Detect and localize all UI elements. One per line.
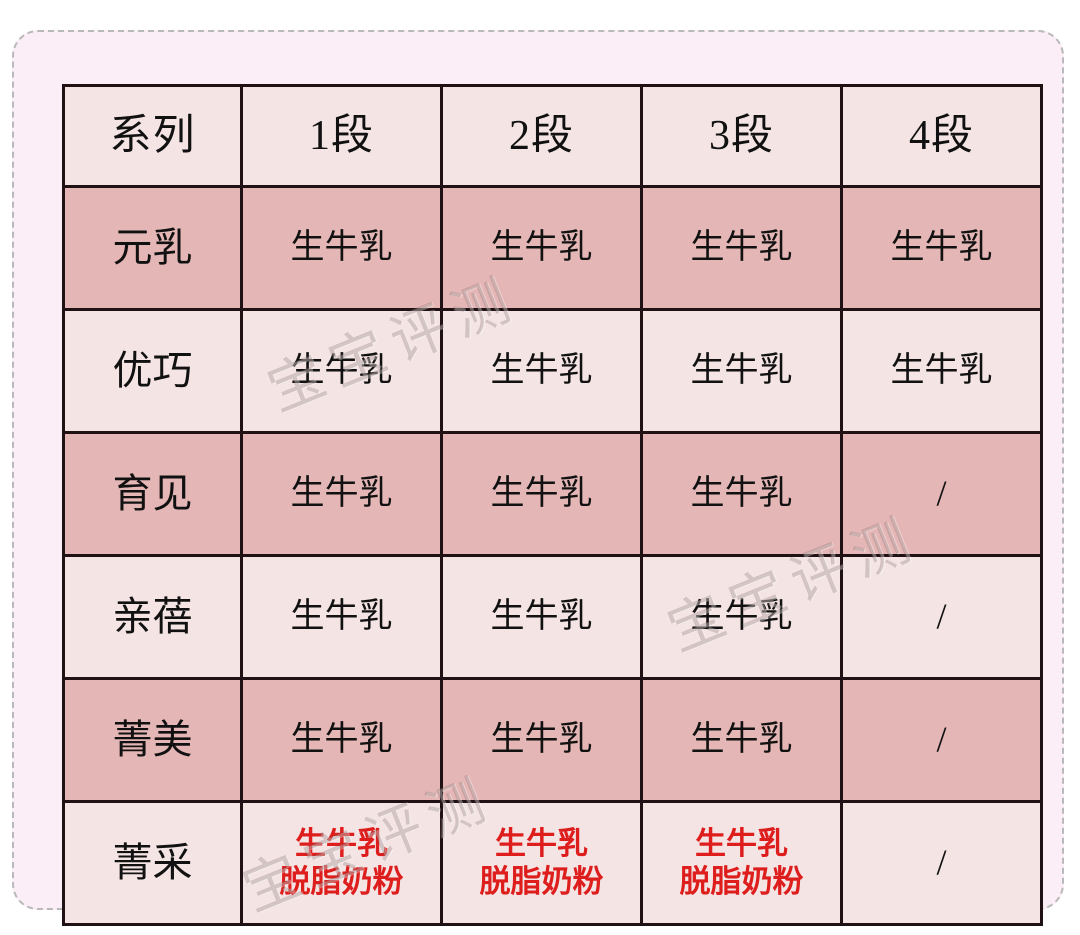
cell-stage-3: 生牛乳	[640, 677, 843, 803]
cell-value: 生牛乳	[490, 720, 593, 758]
cell-stage-4: /	[840, 800, 1043, 926]
cell-value: 生牛乳	[690, 228, 793, 266]
cell-value: 生牛乳	[490, 474, 593, 512]
column-header-stage-2: 2段	[440, 84, 643, 188]
cell-value: 生牛乳	[690, 720, 793, 758]
column-header-stage-3: 3段	[640, 84, 843, 188]
cell-stage-4: 生牛乳	[840, 308, 1043, 434]
cell-value: 生牛乳	[290, 474, 393, 512]
column-header-stage-1: 1段	[240, 84, 443, 188]
row-label-series: 育见	[62, 431, 243, 557]
cell-value: 生牛乳	[290, 720, 393, 758]
cell-stage-1: 生牛乳	[240, 431, 443, 557]
cell-stage-3: 生牛乳	[640, 185, 843, 311]
table-row: 菁美 生牛乳 生牛乳 生牛乳 /	[62, 677, 1043, 803]
column-header-series: 系列	[62, 84, 243, 188]
table-body: 系列 1段 2段 3段 4段 元乳 生牛乳 生牛乳 生牛乳 生牛乳	[62, 84, 1043, 926]
cell-stage-4: /	[840, 431, 1043, 557]
cell-value: 生牛乳	[490, 597, 593, 635]
cell-value: 生牛乳	[490, 228, 593, 266]
cell-value: /	[936, 719, 947, 760]
cell-stage-3: 生牛乳 脱脂奶粉	[640, 800, 843, 926]
cell-value: 生牛乳 脱脂奶粉	[279, 826, 404, 899]
cell-value: 生牛乳	[690, 597, 793, 635]
cell-value: 生牛乳	[890, 228, 993, 266]
cell-value: 生牛乳	[690, 351, 793, 389]
cell-stage-1: 生牛乳	[240, 185, 443, 311]
cell-value: 生牛乳	[290, 597, 393, 635]
table-row: 优巧 生牛乳 生牛乳 生牛乳 生牛乳	[62, 308, 1043, 434]
table-row: 菁采 生牛乳 脱脂奶粉 生牛乳 脱脂奶粉 生牛乳 脱脂奶粉 /	[62, 800, 1043, 926]
cell-stage-3: 生牛乳	[640, 308, 843, 434]
cell-stage-2: 生牛乳	[440, 554, 643, 680]
table-header-row: 系列 1段 2段 3段 4段	[62, 84, 1043, 188]
cell-stage-2: 生牛乳	[440, 431, 643, 557]
cell-stage-3: 生牛乳	[640, 554, 843, 680]
cell-stage-1: 生牛乳 脱脂奶粉	[240, 800, 443, 926]
cell-value: /	[936, 842, 947, 883]
table-row: 育见 生牛乳 生牛乳 生牛乳 /	[62, 431, 1043, 557]
cell-value: 生牛乳 脱脂奶粉	[679, 826, 804, 899]
cell-stage-3: 生牛乳	[640, 431, 843, 557]
content-card: 系列 1段 2段 3段 4段 元乳 生牛乳 生牛乳 生牛乳 生牛乳	[12, 30, 1064, 926]
row-label-series: 元乳	[62, 185, 243, 311]
cell-value: /	[936, 596, 947, 637]
row-label-series: 菁采	[62, 800, 243, 926]
table-row: 亲蓓 生牛乳 生牛乳 生牛乳 /	[62, 554, 1043, 680]
ingredient-spec-table: 系列 1段 2段 3段 4段 元乳 生牛乳 生牛乳 生牛乳 生牛乳	[62, 84, 1043, 926]
cell-value: 生牛乳 脱脂奶粉	[479, 826, 604, 899]
cell-stage-2: 生牛乳	[440, 185, 643, 311]
cell-value: 生牛乳	[290, 351, 393, 389]
cell-stage-2: 生牛乳	[440, 308, 643, 434]
cell-value: 生牛乳	[890, 351, 993, 389]
cell-value: 生牛乳	[490, 351, 593, 389]
cell-stage-2: 生牛乳 脱脂奶粉	[440, 800, 643, 926]
spec-table-container: 系列 1段 2段 3段 4段 元乳 生牛乳 生牛乳 生牛乳 生牛乳	[62, 84, 1043, 926]
column-header-stage-4: 4段	[840, 84, 1043, 188]
row-label-series: 优巧	[62, 308, 243, 434]
cell-stage-4: /	[840, 554, 1043, 680]
row-label-series: 亲蓓	[62, 554, 243, 680]
cell-stage-1: 生牛乳	[240, 308, 443, 434]
cell-stage-1: 生牛乳	[240, 554, 443, 680]
cell-value: /	[936, 473, 947, 514]
cell-value: 生牛乳	[290, 228, 393, 266]
cell-value: 生牛乳	[690, 474, 793, 512]
cell-stage-2: 生牛乳	[440, 677, 643, 803]
cell-stage-1: 生牛乳	[240, 677, 443, 803]
table-row: 元乳 生牛乳 生牛乳 生牛乳 生牛乳	[62, 185, 1043, 311]
cell-stage-4: /	[840, 677, 1043, 803]
row-label-series: 菁美	[62, 677, 243, 803]
cell-stage-4: 生牛乳	[840, 185, 1043, 311]
